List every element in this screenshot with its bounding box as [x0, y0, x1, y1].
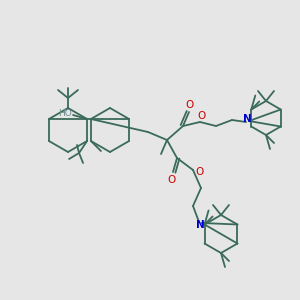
Text: O: O	[195, 167, 203, 177]
Text: HO: HO	[58, 110, 72, 118]
Text: N: N	[243, 114, 251, 124]
Text: N: N	[196, 220, 204, 230]
Text: O: O	[197, 111, 205, 121]
Text: O: O	[186, 100, 194, 110]
Text: O: O	[167, 175, 175, 185]
